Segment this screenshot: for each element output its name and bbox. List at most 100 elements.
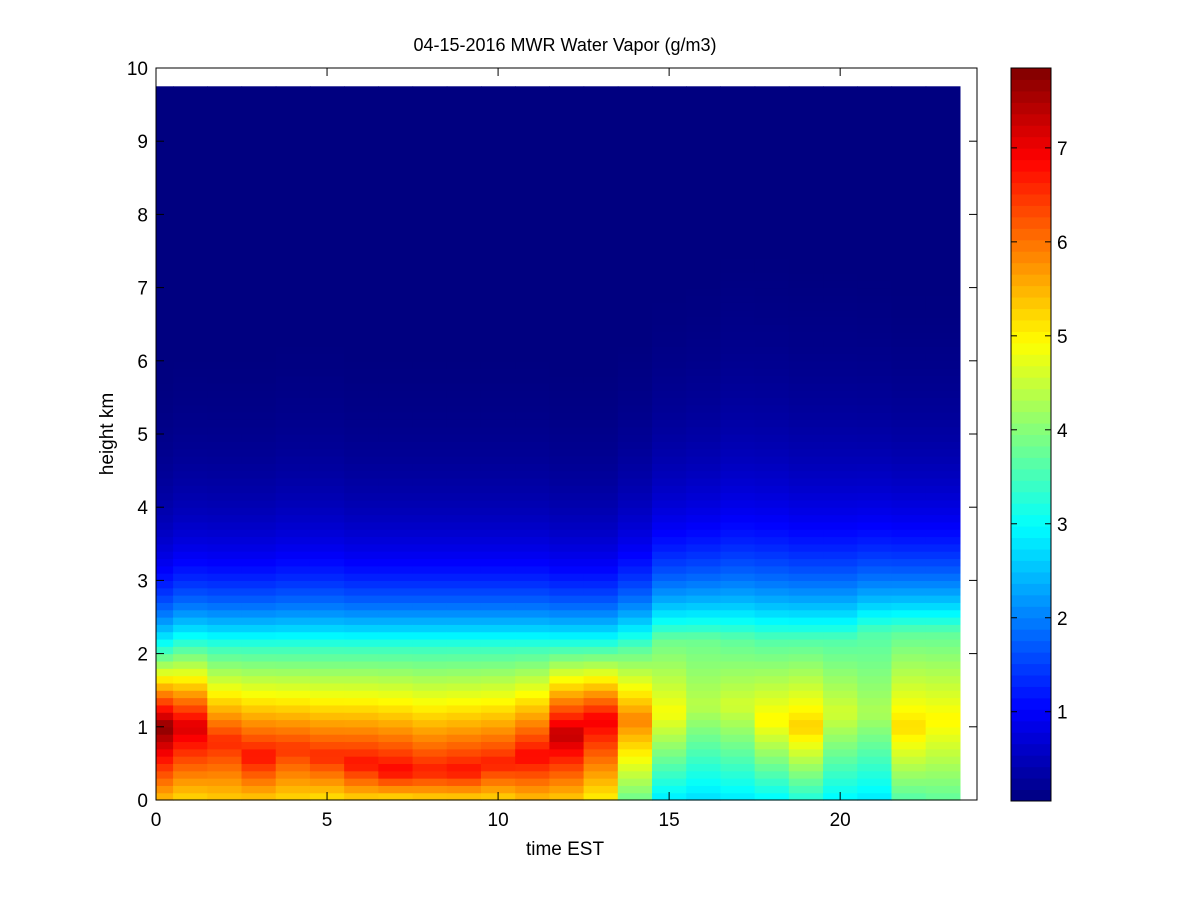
heatmap-cell (583, 426, 619, 435)
heatmap-cell (686, 280, 722, 289)
heatmap-cell (275, 653, 311, 662)
heatmap-cell (173, 609, 208, 618)
heatmap-cell (207, 712, 243, 721)
heatmap-cell (754, 126, 790, 135)
heatmap-cell (378, 382, 414, 391)
heatmap-cell (720, 426, 756, 435)
heatmap-cell (156, 404, 174, 413)
heatmap-cell (156, 214, 174, 223)
heatmap-cell (754, 163, 790, 172)
heatmap-cell (583, 368, 619, 377)
heatmap-cell (378, 792, 414, 801)
heatmap-cell (857, 214, 893, 223)
heatmap-cell (173, 148, 208, 157)
heatmap-cell (309, 477, 345, 486)
heatmap-cell (412, 302, 448, 311)
heatmap-cell (857, 741, 893, 750)
heatmap-cell (173, 734, 208, 743)
heatmap-cell (686, 719, 722, 728)
heatmap-cell (207, 492, 243, 501)
heatmap-cell (686, 785, 722, 794)
heatmap-cell (480, 192, 516, 201)
heatmap-cell (173, 617, 208, 625)
heatmap-cell (207, 133, 243, 142)
heatmap-cell (891, 543, 927, 552)
heatmap-cell (241, 236, 277, 245)
heatmap-cell (173, 778, 208, 786)
heatmap-cell (412, 272, 448, 281)
heatmap-cell (412, 221, 448, 230)
heatmap-cell (857, 97, 893, 106)
heatmap-cell (275, 514, 311, 523)
heatmap-cell (515, 382, 550, 391)
heatmap-cell (156, 426, 174, 435)
heatmap-cell (788, 638, 824, 647)
heatmap-cell (754, 675, 790, 684)
heatmap-cell (652, 390, 687, 398)
colorbar-swatch (1011, 480, 1051, 493)
heatmap-cell (412, 412, 448, 420)
heatmap-cell (891, 86, 927, 91)
heatmap-cell (156, 177, 174, 186)
heatmap-cell (207, 155, 243, 164)
heatmap-cell (583, 595, 619, 603)
heatmap-cell (207, 419, 243, 428)
heatmap-cell (173, 185, 208, 194)
heatmap-cell (309, 507, 345, 516)
heatmap-cell (617, 646, 653, 655)
heatmap-cell (207, 251, 243, 259)
heatmap-cell (720, 565, 756, 574)
heatmap-cell (857, 353, 893, 362)
heatmap-cell (241, 617, 277, 625)
colorbar-swatch (1011, 171, 1051, 184)
heatmap-cell (720, 236, 756, 245)
heatmap-cell (788, 155, 824, 164)
heatmap-cell (241, 719, 277, 728)
heatmap-cell (515, 726, 550, 735)
heatmap-cell (480, 207, 516, 215)
heatmap-cell (857, 229, 893, 237)
heatmap-cell (275, 426, 311, 435)
heatmap-cell (446, 521, 482, 530)
heatmap-cell (156, 697, 174, 706)
heatmap-cell (173, 536, 208, 545)
heatmap-cell (156, 251, 174, 259)
heatmap-cell (857, 602, 893, 611)
heatmap-cell (515, 214, 550, 223)
heatmap-cell (515, 192, 550, 201)
heatmap-cell (686, 258, 722, 267)
heatmap-cell (309, 434, 345, 442)
heatmap-cell (344, 653, 379, 662)
heatmap-cell (156, 104, 174, 113)
heatmap-cell (583, 111, 619, 120)
heatmap-cell (515, 704, 550, 713)
heatmap-cell (857, 236, 893, 245)
heatmap-cell (925, 177, 961, 186)
heatmap-cell (925, 668, 961, 677)
heatmap-cell (925, 221, 961, 230)
heatmap-cell (378, 419, 414, 428)
heatmap-cell (652, 280, 687, 289)
heatmap-cell (275, 294, 311, 303)
heatmap-cell (156, 353, 174, 362)
heatmap-cell (344, 177, 379, 186)
heatmap-cell (378, 580, 414, 589)
heatmap-cell (754, 302, 790, 311)
heatmap-cell (173, 368, 208, 377)
heatmap-cell (344, 477, 379, 486)
heatmap-cell (788, 499, 824, 508)
heatmap-cell (446, 660, 482, 669)
heatmap-cell (275, 595, 311, 603)
heatmap-cell (412, 470, 448, 479)
heatmap-cell (309, 119, 345, 128)
heatmap-cell (207, 426, 243, 435)
heatmap-cell (480, 272, 516, 281)
heatmap-cell (173, 624, 208, 633)
heatmap-cell (754, 434, 790, 442)
heatmap-cell (173, 763, 208, 772)
heatmap-cell (207, 763, 243, 772)
heatmap-cell (823, 704, 858, 713)
heatmap-cell (378, 617, 414, 625)
colorbar-swatch (1011, 789, 1051, 802)
heatmap-cell (823, 148, 858, 157)
